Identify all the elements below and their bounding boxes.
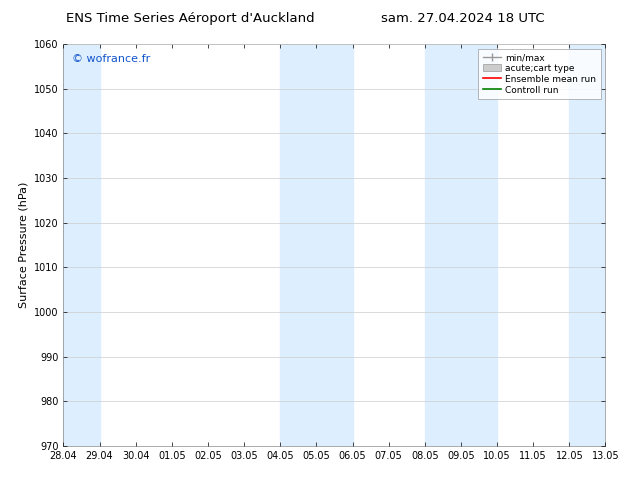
Y-axis label: Surface Pressure (hPa): Surface Pressure (hPa): [18, 182, 29, 308]
Legend: min/max, acute;cart type, Ensemble mean run, Controll run: min/max, acute;cart type, Ensemble mean …: [479, 49, 601, 99]
Bar: [63, 44, 100, 446]
Text: © wofrance.fr: © wofrance.fr: [72, 54, 150, 64]
Bar: [280, 44, 316, 446]
Bar: [425, 44, 461, 446]
Text: sam. 27.04.2024 18 UTC: sam. 27.04.2024 18 UTC: [381, 12, 545, 25]
Bar: [316, 44, 353, 446]
Bar: [605, 44, 634, 446]
Text: ENS Time Series Aéroport d'Auckland: ENS Time Series Aéroport d'Auckland: [66, 12, 314, 25]
Bar: [461, 44, 497, 446]
Bar: [569, 44, 605, 446]
